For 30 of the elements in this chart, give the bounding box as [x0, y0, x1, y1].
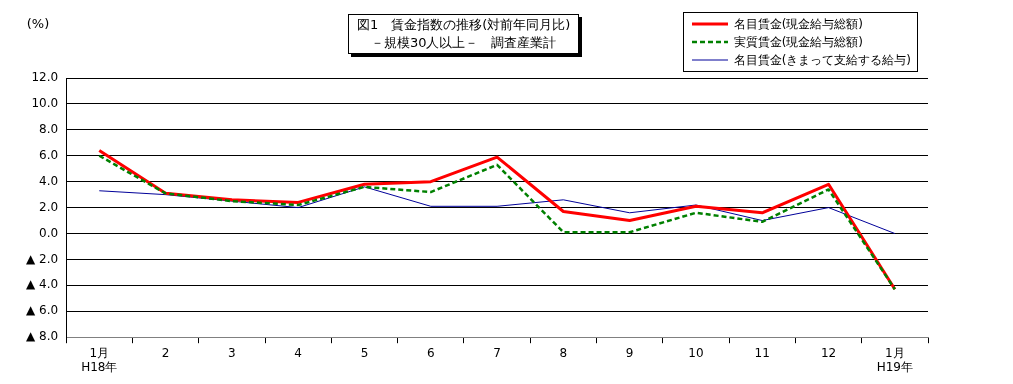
chart-subtitle: －規模30人以上－ 調査産業計 — [369, 34, 558, 52]
x-tick-label: 9 — [625, 345, 634, 360]
legend-label: 名目賃金(現金給与総額) — [733, 15, 863, 33]
y-axis-title: (%) — [26, 16, 50, 31]
x-tick-label: 10 — [688, 345, 704, 360]
y-tick-label: 2.0 — [39, 199, 59, 214]
y-tick-label: 0.0 — [39, 225, 59, 240]
y-tick-label: 4.0 — [39, 173, 59, 188]
x-tick-label: 6 — [426, 345, 435, 360]
legend-label: 名目賃金(きまって支給する給与) — [733, 51, 911, 69]
y-tick-label: ▲ 2.0 — [25, 251, 59, 266]
y-tick-label: 12.0 — [31, 70, 59, 85]
y-tick-label: 8.0 — [39, 121, 59, 136]
y-tick-label: ▲ 8.0 — [25, 329, 59, 344]
chart-title: 図1 賃金指数の推移(対前年同月比) — [357, 16, 571, 34]
x-tick-label: 1月 H19年 — [876, 345, 913, 374]
x-tick-label: 4 — [294, 345, 302, 360]
x-tick-label: 12 — [820, 345, 837, 360]
x-tick-label: 8 — [559, 345, 568, 360]
y-tick-label: 10.0 — [31, 96, 59, 111]
x-tick-label: 5 — [360, 345, 369, 360]
y-tick-label: ▲ 4.0 — [25, 277, 59, 292]
y-tick-label: ▲ 6.0 — [25, 303, 59, 318]
x-tick-label: 2 — [161, 345, 170, 360]
x-tick-label: 1月 H18年 — [81, 345, 118, 374]
y-tick-label: 6.0 — [39, 147, 59, 162]
x-tick-label: 11 — [754, 345, 770, 360]
legend-label: 実質賃金(現金給与総額) — [733, 33, 863, 51]
x-tick-label: 3 — [228, 345, 236, 360]
x-tick-label: 7 — [493, 345, 501, 360]
